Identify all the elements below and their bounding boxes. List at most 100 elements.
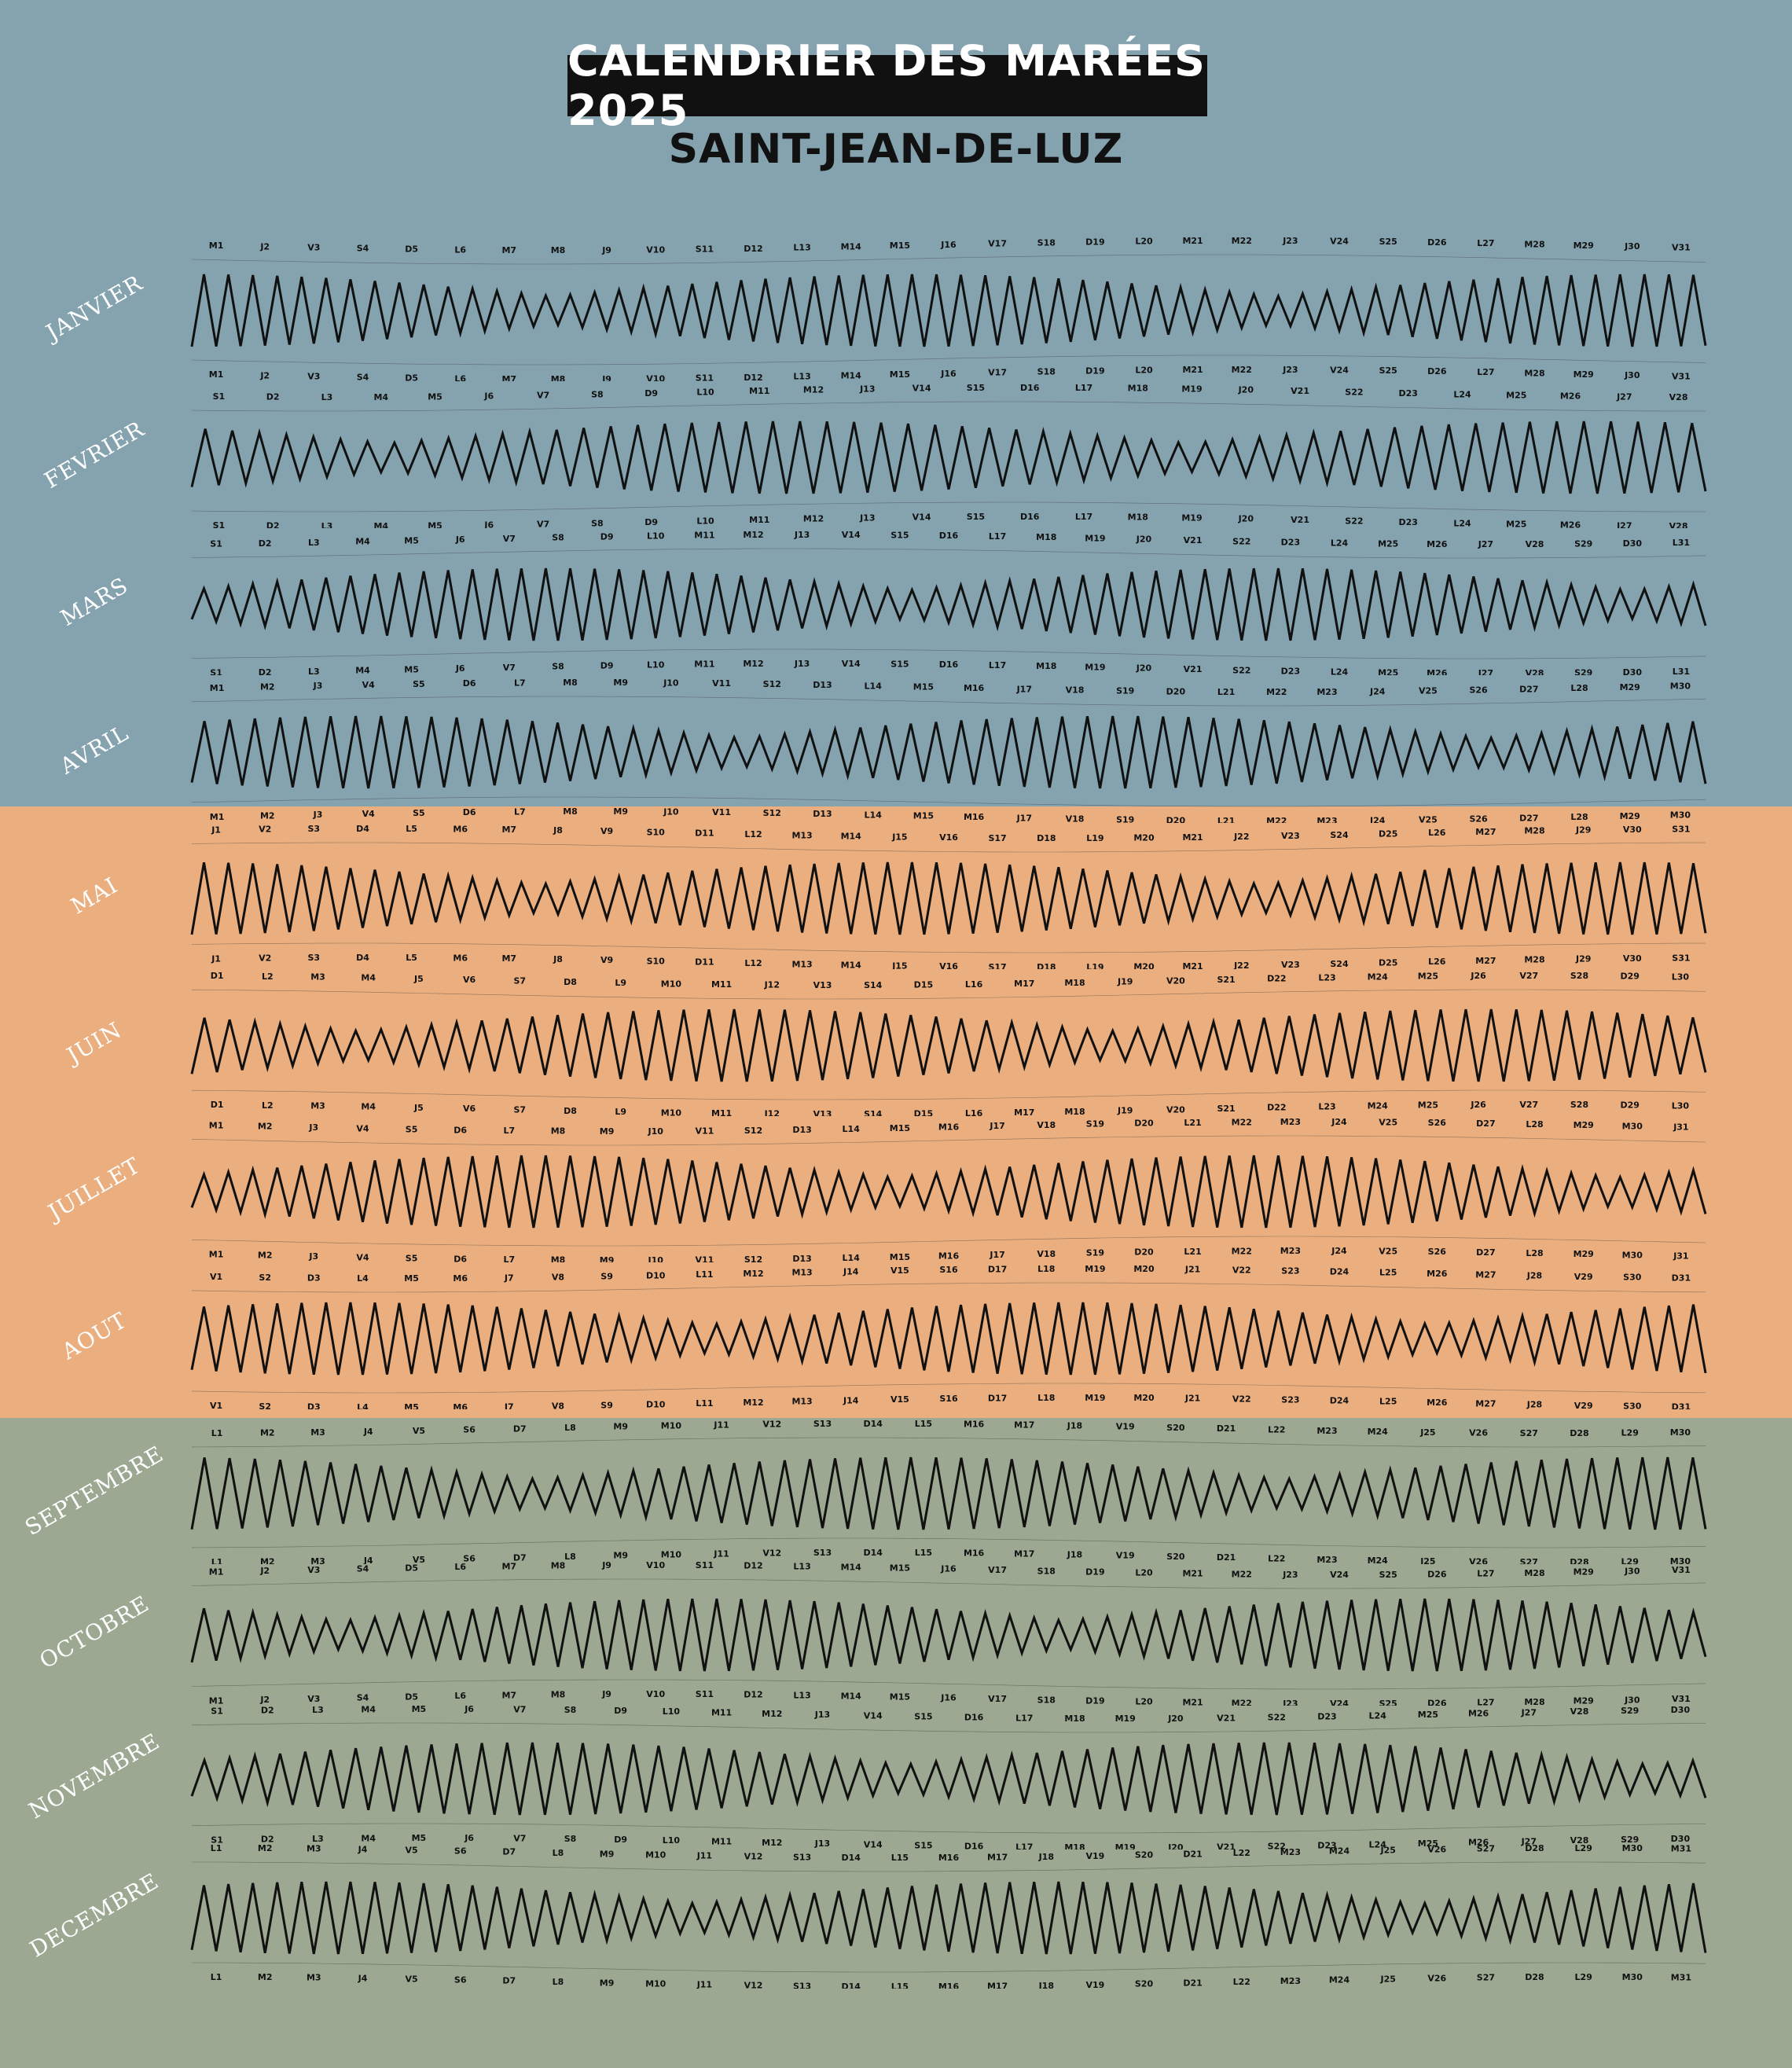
day-label-top: V17 [988,239,1007,249]
day-label-top: L27 [1477,1569,1494,1579]
day-label-top: S22 [1345,387,1363,397]
day-label-bottom: M13 [791,959,812,969]
tide-curve [190,274,1707,347]
day-label-bottom: L27 [1477,1698,1494,1706]
day-label-top: M11 [711,1707,732,1717]
day-label-bottom: J24 [1369,815,1386,823]
day-label-top: M29 [1574,241,1594,251]
day-label-bottom: V18 [1066,814,1085,823]
day-label-bottom: D20 [1166,815,1186,823]
day-label-top: J24 [1331,1117,1347,1127]
day-label-bottom: D12 [744,373,762,381]
day-label-bottom: D1 [211,1100,224,1110]
day-label-top: S19 [1116,686,1134,696]
day-label-bottom: V10 [646,1689,665,1699]
tide-curve [190,1598,1707,1672]
day-label-top: V20 [1166,975,1185,986]
day-label-top: L22 [1268,1425,1285,1435]
day-label-top: S11 [696,1560,714,1570]
day-label-bottom: M19 [1085,1393,1105,1403]
guide-line [191,501,1706,512]
day-label-top: D16 [939,531,959,541]
day-label-bottom: V8 [552,1401,564,1409]
day-label-bottom: D2 [259,667,272,675]
day-label-top: J27 [1478,539,1493,549]
day-label-bottom: S22 [1268,1842,1286,1849]
day-label-top: S6 [463,1425,476,1435]
day-label-top: D29 [1620,972,1639,982]
day-label-top: V30 [1623,825,1642,835]
day-label-top: L21 [1184,1118,1201,1128]
day-label-top: D26 [1427,1569,1447,1579]
day-label-top: M17 [987,1853,1008,1863]
day-label-top: V23 [1281,831,1300,841]
tide-curve [190,1742,1707,1816]
day-label-bottom: S14 [864,1109,883,1116]
day-label-top: V17 [988,1565,1007,1575]
day-label-bottom: L6 [454,373,466,381]
day-label-top: M22 [1232,1117,1252,1127]
day-label-top: V19 [1085,1851,1104,1861]
day-label-bottom: S31 [1672,953,1690,963]
day-label-bottom: J13 [814,1838,830,1849]
day-label-bottom: L24 [1331,667,1349,676]
day-label-top: D5 [405,244,418,255]
day-label-top: M26 [1468,1709,1489,1719]
day-label-bottom: J18 [1038,1981,1054,1989]
day-label-top: L7 [514,678,526,688]
day-label-top: J6 [455,534,465,545]
day-label-top: M12 [803,385,824,395]
day-label-bottom: V1 [210,1401,222,1409]
day-label-top: M5 [404,536,419,546]
day-label-top: M29 [1574,1120,1594,1130]
day-label-bottom: M23 [1316,816,1337,823]
day-label-bottom: M26 [1468,1838,1489,1848]
guide-line [191,1722,1706,1733]
day-label-top: S28 [1570,971,1588,981]
day-label-top: D1 [211,971,224,981]
day-label-top: V21 [1217,1713,1236,1723]
day-label-bottom: M11 [711,1836,732,1846]
day-label-bottom: J19 [1117,1106,1133,1116]
day-label-bottom: D24 [1330,1396,1350,1406]
day-label-top: L14 [843,1124,861,1134]
day-label-top: S26 [1469,685,1488,696]
day-label-top: M19 [1181,384,1202,395]
day-label-top: L5 [406,824,417,834]
guide-line [191,354,1706,365]
day-label-top: V9 [600,826,613,836]
day-label-bottom: S6 [454,1974,467,1985]
day-label-top: S8 [564,1705,577,1715]
day-label-top: V28 [1570,1706,1589,1717]
day-label-bottom: M1 [209,369,224,380]
day-label-bottom: M25 [1506,520,1526,528]
month-tide-row: J1 J1 V2 V2 S3 S3 D4 D4 L5 L5 M6 M6 M7 M7 J8 J8 V9 V9 S10 S… [190,824,1707,969]
day-label-bottom: V14 [913,512,931,523]
day-label-bottom: L12 [744,958,762,968]
day-label-bottom: L11 [696,1398,713,1409]
day-label-bottom: J11 [713,1548,729,1559]
day-label-bottom: V12 [744,1981,763,1989]
day-label-bottom: M30 [1670,1556,1691,1564]
day-label-bottom: M12 [743,659,763,669]
day-label-top: L21 [1217,687,1235,697]
day-label-top: L8 [564,1423,576,1433]
day-label-top: M15 [890,1563,910,1573]
day-label-bottom: D27 [1476,1247,1495,1258]
day-label-bottom: M6 [453,1402,468,1409]
day-label-top: D7 [513,1423,527,1434]
day-label-top: V28 [1669,392,1688,402]
day-label-bottom: L22 [1233,1977,1250,1987]
day-label-bottom: L22 [1268,1554,1285,1564]
day-label-top: M20 [1133,1264,1155,1274]
day-label-bottom: S11 [696,373,714,381]
guide-line [192,1962,1706,1973]
day-label-bottom: M5 [412,1833,427,1843]
day-label-top: D18 [1037,833,1056,843]
day-label-top: L26 [1428,828,1446,838]
day-label-top: M7 [501,825,516,835]
day-label-top: J30 [1624,241,1640,252]
day-label-top: M22 [1232,1569,1252,1579]
day-label-top: V4 [356,1123,369,1133]
day-label-top: M5 [404,1273,419,1284]
